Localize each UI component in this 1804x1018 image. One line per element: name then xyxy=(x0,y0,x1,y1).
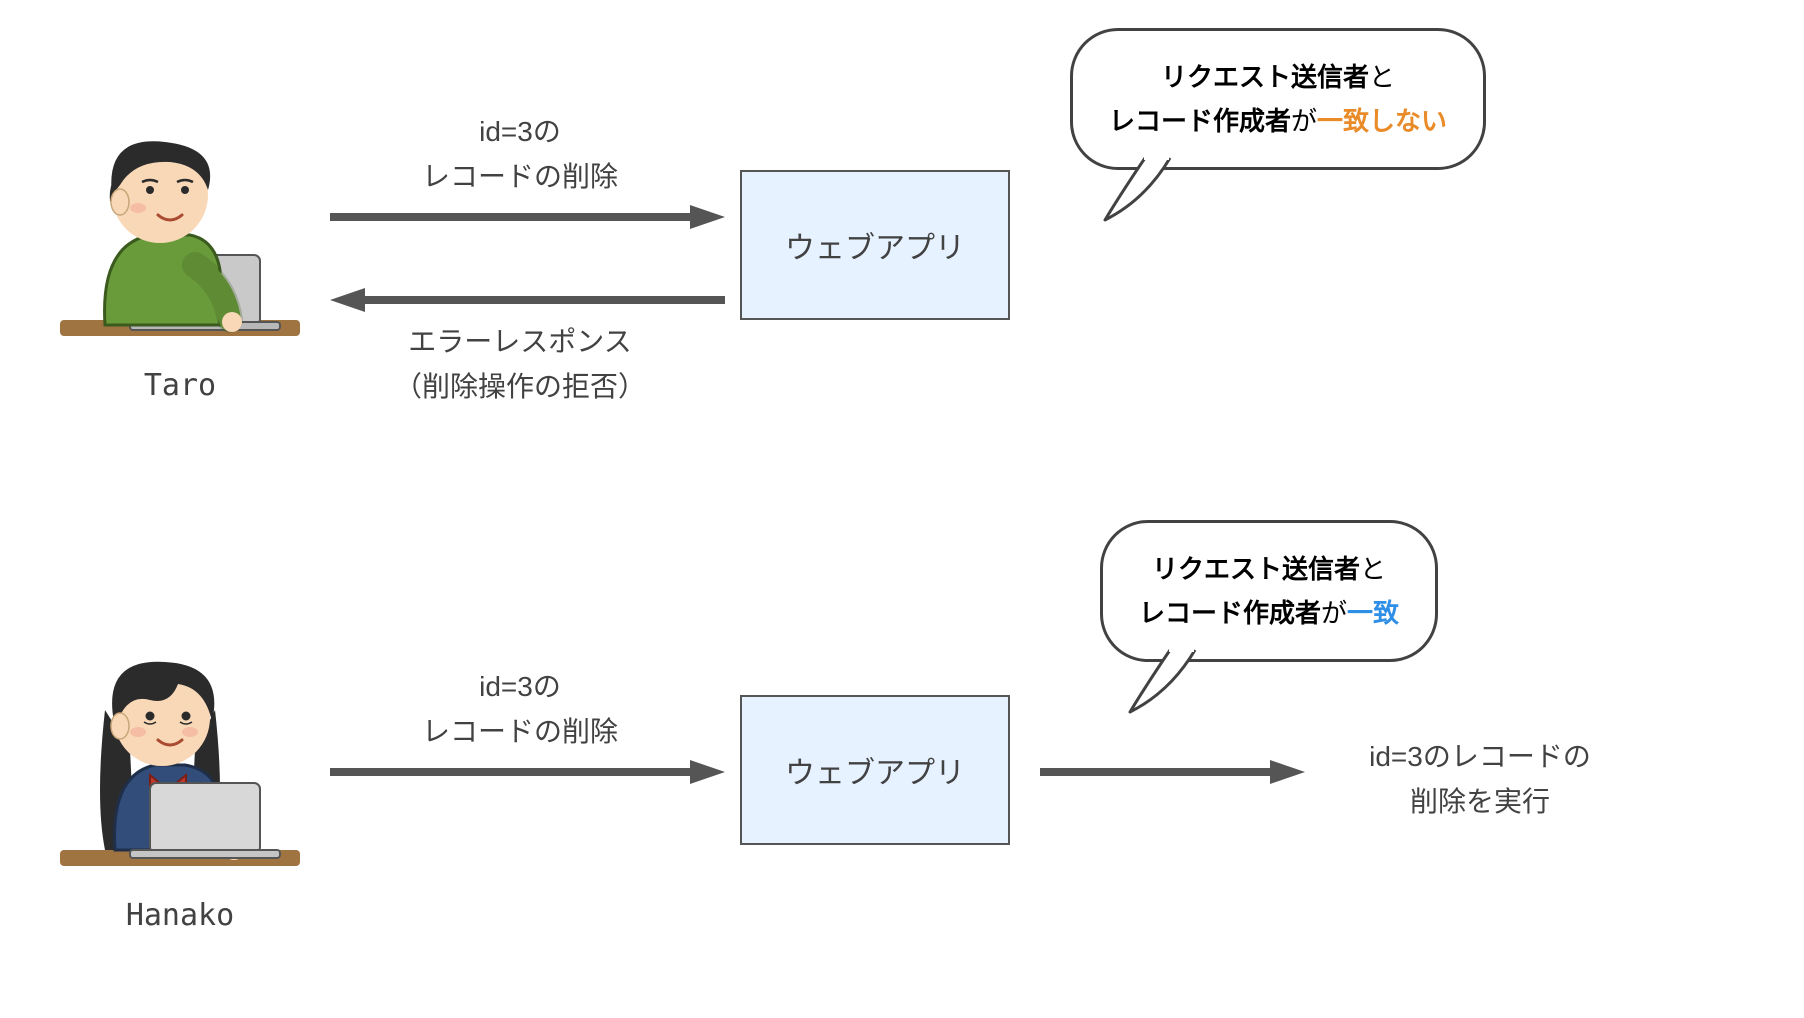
bubble-mismatch-tail xyxy=(1100,155,1180,225)
top-response-l1: エラーレスポンス xyxy=(408,326,631,357)
top-request-l1: id=3の xyxy=(479,116,561,147)
webapp-box-top: ウェブアプリ xyxy=(740,170,1010,320)
bottom-output-label: id=3のレコードの 削除を実行 xyxy=(1320,735,1640,825)
bubble-top-l1-bold: リクエスト送信者 xyxy=(1161,62,1369,92)
top-request-label: id=3の レコードの削除 xyxy=(370,110,670,200)
bottom-request-label: id=3の レコードの削除 xyxy=(370,665,670,755)
person-at-laptop-icon xyxy=(50,650,310,890)
bubble-bottom-l2-bold: レコード作成者 xyxy=(1139,598,1321,628)
top-request-l2: レコードの削除 xyxy=(422,161,618,192)
bubble-top-result: 一致しない xyxy=(1317,106,1447,136)
bubble-bottom-result: 一致 xyxy=(1347,598,1399,628)
bubble-bottom-l2-tail: が xyxy=(1321,598,1347,628)
bubble-top-l2-tail: が xyxy=(1291,106,1317,136)
bubble-top-l1-tail: と xyxy=(1369,62,1395,92)
webapp-box-bottom-label: ウェブアプリ xyxy=(785,748,965,792)
user-hanako-label: Hanako xyxy=(40,898,320,933)
bubble-match-tail xyxy=(1125,647,1205,717)
bubble-bottom-l1-tail: と xyxy=(1360,554,1386,584)
person-at-laptop-icon xyxy=(50,130,310,360)
user-taro: Taro xyxy=(40,130,320,403)
bubble-top-l2-bold: レコード作成者 xyxy=(1109,106,1291,136)
bubble-mismatch: リクエスト送信者と レコード作成者が一致しない xyxy=(1070,28,1486,170)
bottom-request-l1: id=3の xyxy=(479,671,561,702)
user-taro-label: Taro xyxy=(40,368,320,403)
bottom-request-l2: レコードの削除 xyxy=(422,716,618,747)
webapp-box-bottom: ウェブアプリ xyxy=(740,695,1010,845)
top-response-l2: （削除操作の拒否） xyxy=(394,371,646,402)
bottom-output-l1: id=3のレコードの xyxy=(1369,741,1591,772)
bottom-output-l2: 削除を実行 xyxy=(1410,786,1550,817)
user-hanako: Hanako xyxy=(40,650,320,933)
bubble-bottom-l1-bold: リクエスト送信者 xyxy=(1152,554,1360,584)
webapp-box-top-label: ウェブアプリ xyxy=(785,223,965,267)
bubble-match: リクエスト送信者と レコード作成者が一致 xyxy=(1100,520,1438,662)
top-response-label: エラーレスポンス （削除操作の拒否） xyxy=(350,320,690,410)
